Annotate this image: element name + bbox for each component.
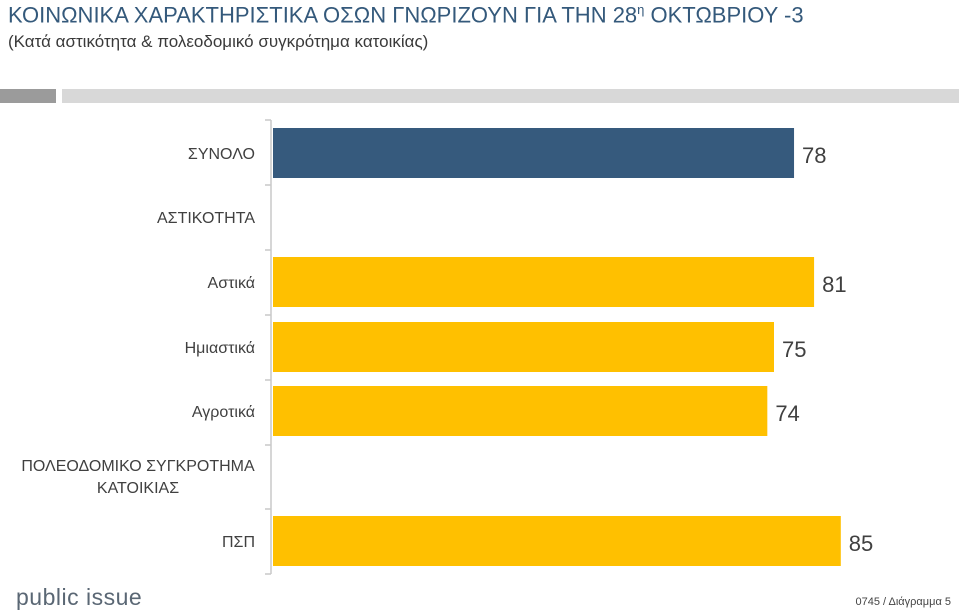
category-label: Ημιαστικά bbox=[185, 340, 255, 357]
bar bbox=[273, 322, 774, 372]
data-label: 81 bbox=[822, 272, 846, 297]
data-label: 75 bbox=[782, 337, 806, 362]
category-label: Αγροτικά bbox=[192, 404, 255, 421]
bar bbox=[273, 128, 795, 178]
category-label: ΣΥΝΟΛΟ bbox=[188, 146, 255, 163]
category-label: Αστικά bbox=[208, 275, 255, 292]
title-end: ΟΚΤΩΒΡΙΟΥ -3 bbox=[644, 2, 804, 28]
footer-code: 0745 / Διάγραμμα 5 bbox=[855, 596, 951, 608]
bar bbox=[273, 257, 815, 307]
header-band-left bbox=[0, 89, 56, 103]
category-label: ΠΣΠ bbox=[222, 534, 255, 551]
public-issue-logo: public issue bbox=[16, 584, 143, 610]
bar bbox=[273, 386, 768, 436]
title-main: ΚΟΙΝΩΝΙΚΑ ΧΑΡΑΚΤΗΡΙΣΤΙΚΑ ΟΣΩΝ ΓΝΩΡΙΖΟΥΝ … bbox=[8, 2, 638, 28]
category-header-label: ΠΟΛΕΟΔΟΜΙΚΟ ΣΥΓΚΡΟΤΗΜΑ bbox=[21, 458, 255, 475]
category-header-label: ΑΣΤΙΚΟΤΗΤΑ bbox=[157, 210, 255, 227]
header-band-right bbox=[62, 89, 959, 103]
chart-title: ΚΟΙΝΩΝΙΚΑ ΧΑΡΑΚΤΗΡΙΣΤΙΚΑ ΟΣΩΝ ΓΝΩΡΙΖΟΥΝ … bbox=[8, 2, 804, 28]
data-label: 74 bbox=[775, 401, 799, 426]
data-label: 78 bbox=[802, 143, 826, 168]
bar bbox=[273, 516, 841, 566]
chart-subtitle: (Κατά αστικότητα & πολεοδομικό συγκρότημ… bbox=[8, 32, 429, 51]
title-superscript: η bbox=[637, 2, 645, 17]
category-header-label-line2: ΚΑΤΟΙΚΙΑΣ bbox=[97, 480, 179, 497]
data-label: 85 bbox=[849, 531, 873, 556]
